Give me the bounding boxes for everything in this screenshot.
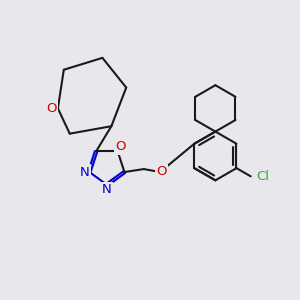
Text: N: N	[80, 166, 90, 178]
Text: O: O	[116, 140, 126, 154]
Text: Cl: Cl	[256, 170, 269, 183]
Text: O: O	[156, 165, 167, 178]
Text: O: O	[46, 102, 57, 115]
Text: N: N	[102, 183, 112, 196]
